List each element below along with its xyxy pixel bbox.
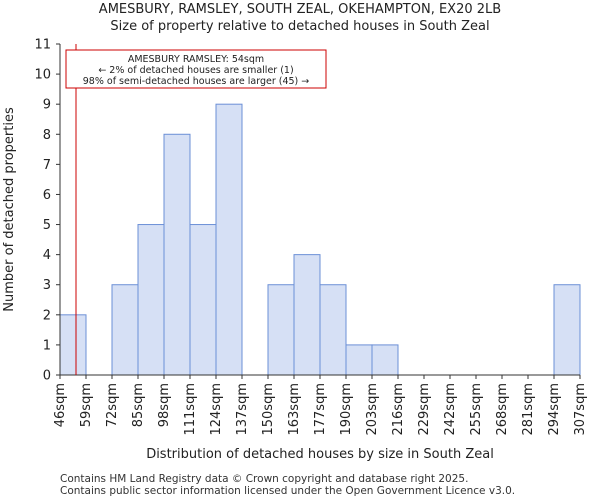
x-tick-label: 307sqm (573, 383, 588, 436)
y-axis-label: Number of detached properties (2, 107, 17, 312)
bar-294sqm (553, 284, 581, 376)
bar-85sqm (137, 224, 165, 376)
x-tick-label: 177sqm (313, 383, 328, 436)
y-tick-label: 3 (43, 278, 51, 293)
x-tick-label: 98sqm (157, 383, 172, 427)
y-tick-label: 9 (43, 98, 51, 113)
x-tick-label: 216sqm (391, 383, 406, 436)
x-tick-label: 268sqm (495, 383, 510, 436)
y-tick-label: 2 (43, 308, 51, 323)
x-tick-label: 242sqm (443, 383, 458, 436)
y-tick-label: 5 (43, 218, 51, 233)
x-tick-label: 137sqm (235, 383, 250, 436)
x-tick-label: 59sqm (79, 383, 94, 427)
footer-line-2: Contains public sector information licen… (60, 485, 516, 497)
x-tick-label: 111sqm (183, 383, 198, 436)
y-tick-label: 10 (34, 68, 51, 83)
x-axis-label: Distribution of detached houses by size … (146, 447, 494, 462)
footer-line-1: Contains HM Land Registry data © Crown c… (60, 473, 469, 485)
bar-72sqm (111, 284, 139, 376)
annotation-line-3: 98% of semi-detached houses are larger (… (83, 76, 310, 87)
annotation-box (65, 49, 327, 89)
annotation-line-2: ← 2% of detached houses are smaller (1) (98, 65, 293, 76)
bar-203sqm (371, 344, 399, 376)
x-tick-label: 255sqm (469, 383, 484, 436)
y-tick-label: 0 (43, 369, 51, 384)
x-tick-label: 72sqm (105, 383, 120, 427)
x-tick-label: 190sqm (339, 383, 354, 436)
x-tick-label: 229sqm (417, 383, 432, 436)
bar-190sqm (345, 344, 373, 376)
bar-150sqm (267, 284, 295, 376)
chart-subtitle: Size of property relative to detached ho… (110, 19, 490, 34)
chart-title: AMESBURY, RAMSLEY, SOUTH ZEAL, OKEHAMPTO… (98, 2, 502, 17)
y-tick-label: 11 (34, 38, 51, 53)
y-tick-label: 1 (43, 338, 51, 353)
x-tick-label: 203sqm (365, 383, 380, 436)
x-tick-label: 163sqm (287, 383, 302, 436)
bar-163sqm (293, 254, 321, 376)
y-tick-label: 7 (43, 158, 51, 173)
x-tick-label: 150sqm (261, 383, 276, 436)
x-tick-label: 281sqm (521, 383, 536, 436)
bar-177sqm (319, 284, 347, 376)
y-tick-label: 8 (43, 128, 51, 143)
x-tick-label: 294sqm (547, 383, 562, 436)
y-tick-label: 6 (43, 188, 51, 203)
bar-124sqm (215, 103, 243, 376)
x-tick-label: 85sqm (131, 383, 146, 427)
bar-98sqm (163, 133, 191, 376)
x-tick-label: 124sqm (209, 383, 224, 436)
annotation-line-1: AMESBURY RAMSLEY: 54sqm (128, 54, 264, 65)
bar-111sqm (189, 224, 217, 376)
y-tick-label: 4 (43, 248, 51, 263)
bar-46sqm (59, 314, 87, 376)
x-tick-label: 46sqm (53, 383, 68, 427)
